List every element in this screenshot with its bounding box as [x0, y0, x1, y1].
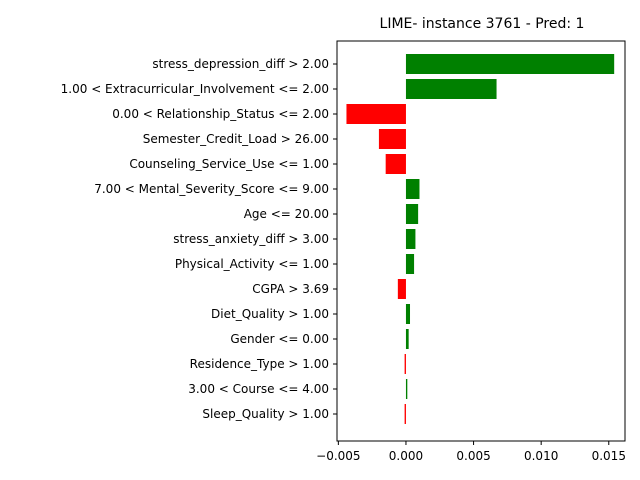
bar: [397, 279, 406, 299]
bar: [405, 204, 419, 224]
bar: [405, 254, 415, 274]
bar: [404, 354, 406, 374]
bar: [404, 404, 406, 424]
y-tick-label: Sleep_Quality > 1.00: [202, 407, 329, 421]
y-tick-label: stress_depression_diff > 2.00: [152, 57, 329, 71]
y-tick-label: 3.00 < Course <= 4.00: [188, 382, 329, 396]
x-tick-label: 0.010: [524, 449, 558, 463]
y-tick-label: Age <= 20.00: [244, 207, 329, 221]
y-tick-label: Semester_Credit_Load > 26.00: [143, 132, 329, 146]
bar: [405, 79, 497, 99]
bar: [405, 379, 408, 399]
y-tick-label: CGPA > 3.69: [252, 282, 329, 296]
plot-frame: [336, 40, 626, 442]
bar: [378, 129, 406, 149]
y-tick-label: stress_anxiety_diff > 3.00: [173, 232, 329, 246]
bar: [405, 329, 409, 349]
bar: [405, 54, 615, 74]
y-tick-label: 1.00 < Extracurricular_Involvement <= 2.…: [61, 82, 329, 96]
y-tick-label: 7.00 < Mental_Severity_Score <= 9.00: [94, 182, 329, 196]
y-tick-label: Gender <= 0.00: [230, 332, 329, 346]
y-tick-labels: stress_depression_diff > 2.00 1.00 < Extr…: [61, 57, 337, 421]
x-tick-label: 0.000: [389, 449, 423, 463]
y-tick-label: 0.00 < Relationship_Status <= 2.00: [112, 107, 329, 121]
bar: [385, 154, 406, 174]
y-tick-label: Counseling_Service_Use <= 1.00: [129, 157, 329, 171]
bar: [405, 229, 416, 249]
bar: [405, 179, 420, 199]
x-tick-label: 0.005: [456, 449, 490, 463]
y-tick-label: Residence_Type > 1.00: [190, 357, 329, 371]
chart-title: LIME- instance 3761 - Pred: 1: [380, 16, 585, 32]
x-ticks: −0.005 0.000 0.005 0.010 0.015: [316, 441, 626, 463]
bars-group: [346, 54, 615, 424]
bar: [405, 304, 411, 324]
y-tick-label: Physical_Activity <= 1.00: [175, 257, 329, 271]
bar: [346, 104, 406, 124]
y-tick-label: Diet_Quality > 1.00: [211, 307, 329, 321]
x-tick-label: 0.015: [592, 449, 626, 463]
x-tick-label: −0.005: [316, 449, 360, 463]
